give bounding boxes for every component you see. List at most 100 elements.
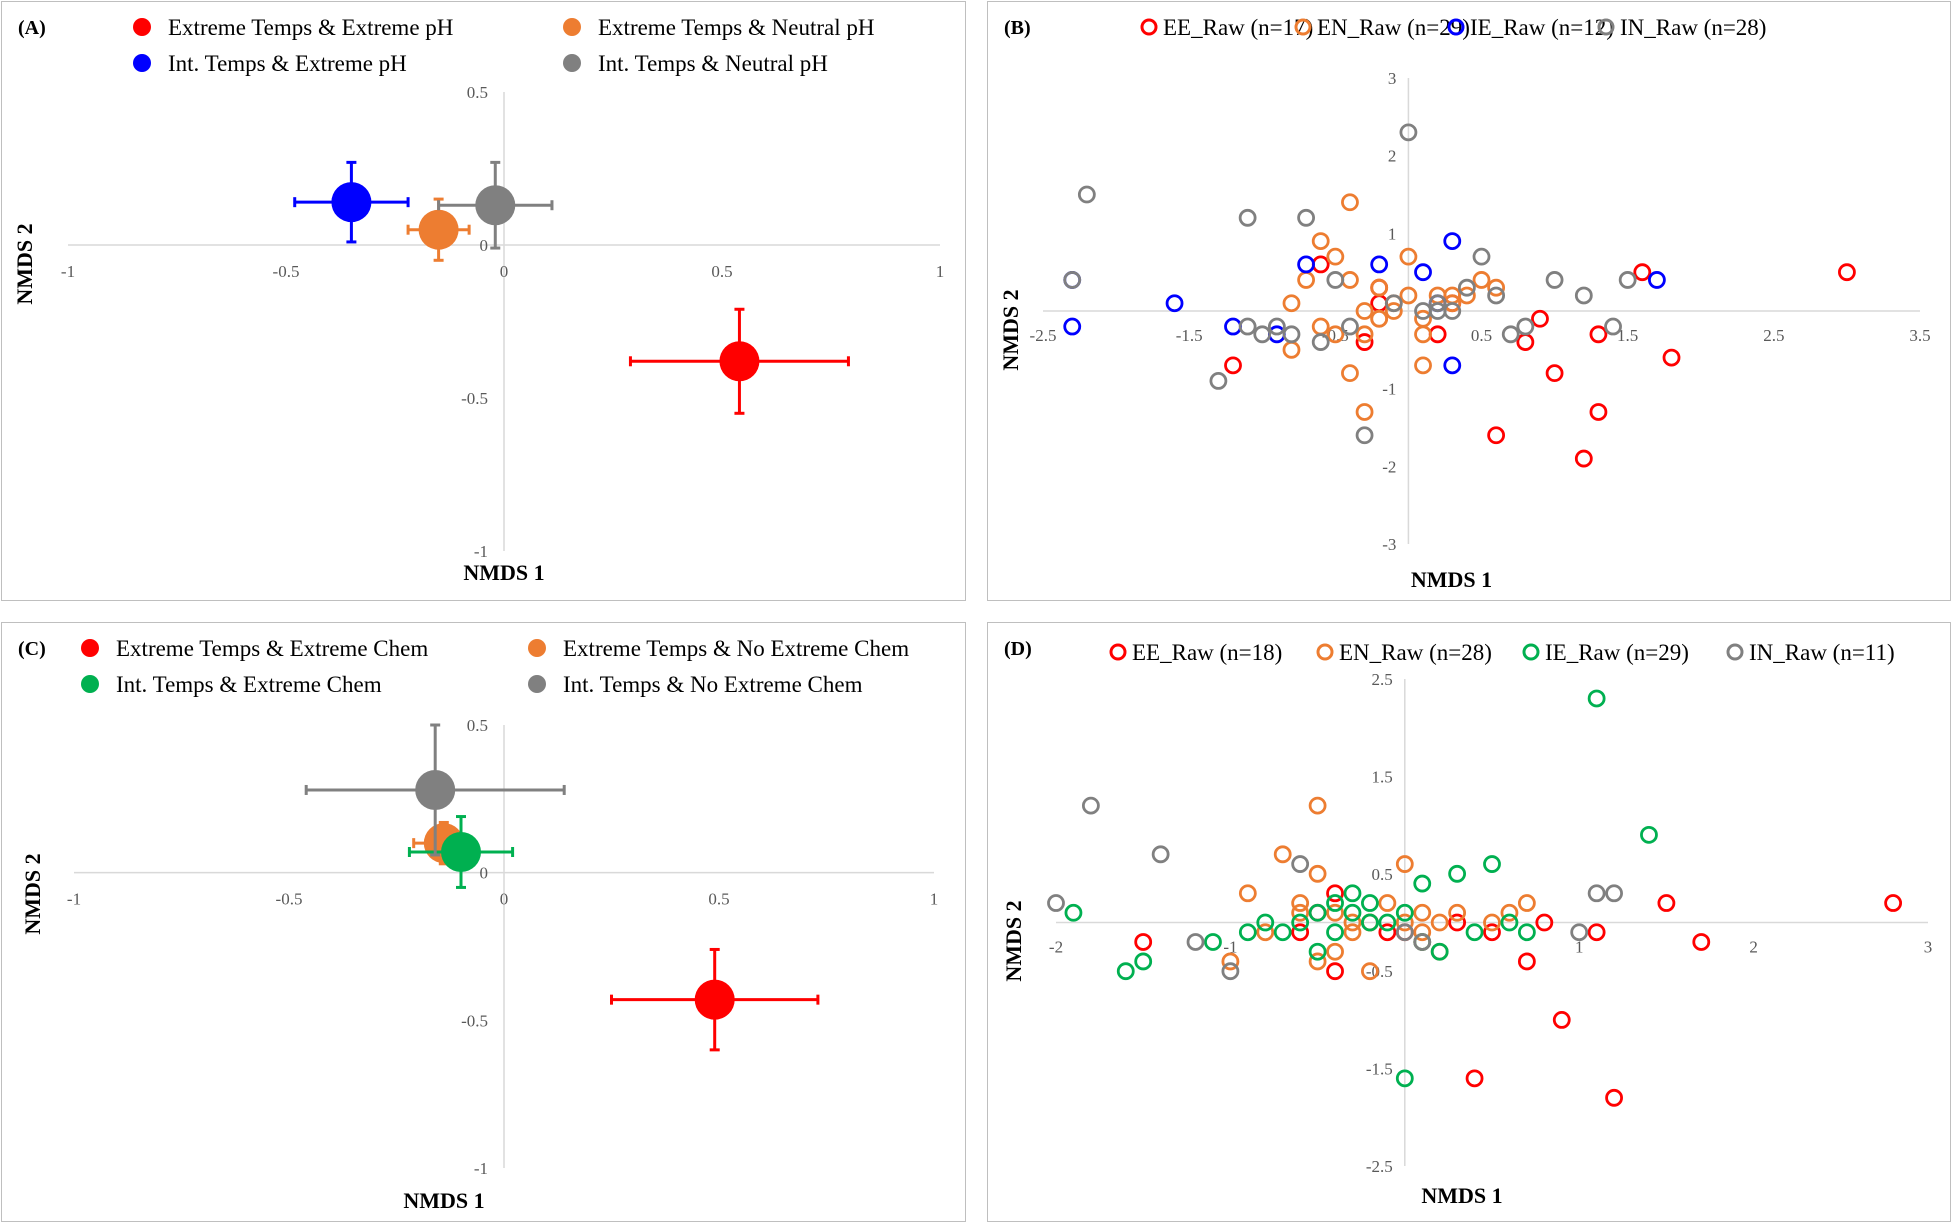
scatter-point xyxy=(1413,933,1432,951)
scatter-point xyxy=(1063,317,1082,336)
scatter-point xyxy=(1605,884,1623,903)
legend-marker xyxy=(81,639,99,657)
scatter-point xyxy=(1414,356,1432,375)
scatter-point xyxy=(1633,263,1652,282)
y-tick-label: 2 xyxy=(1388,147,1397,166)
x-tick-label: -1 xyxy=(1223,938,1237,957)
scatter-point xyxy=(1395,913,1414,932)
legend-item: Int. Temps & Extreme pH xyxy=(133,51,407,76)
scatter-point xyxy=(1326,942,1344,961)
legend-label: IE_Raw (n=12) xyxy=(1470,15,1614,40)
y-tick-label: -2 xyxy=(1382,457,1396,476)
scatter-point xyxy=(1282,294,1301,313)
scatter-point xyxy=(1535,913,1554,932)
legend-item: IE_Raw (n=12) xyxy=(1447,15,1614,40)
legend-label: Extreme Temps & No Extreme Chem xyxy=(563,636,909,661)
scatter-point xyxy=(1343,884,1362,903)
scatter-point xyxy=(1341,317,1359,336)
scatter-point xyxy=(1047,894,1065,912)
legend-marker xyxy=(1316,643,1334,661)
x-tick-label: 0 xyxy=(500,890,509,909)
scatter-point xyxy=(1273,923,1292,942)
centroid-marker xyxy=(331,182,372,223)
x-tick-label: 3.5 xyxy=(1909,326,1930,345)
y-tick-label: 1.5 xyxy=(1372,767,1393,786)
y-tick-label: 0.5 xyxy=(1372,865,1393,884)
scatter-point xyxy=(1472,271,1491,289)
scatter-point xyxy=(1361,962,1379,981)
scatter-point xyxy=(1587,884,1606,903)
legend-marker xyxy=(1294,18,1312,36)
scatter-point xyxy=(1589,403,1608,421)
scatter-point xyxy=(1884,894,1903,912)
legend-item: Int. Temps & Extreme Chem xyxy=(81,672,382,697)
scatter-point xyxy=(1370,278,1389,297)
legend-item: Extreme Temps & Neutral pH xyxy=(563,15,874,40)
y-tick-label: -1 xyxy=(474,542,488,561)
scatter-point xyxy=(1657,894,1676,912)
scatter-point xyxy=(1204,933,1222,951)
scatter-point xyxy=(1483,855,1501,873)
scatter-point xyxy=(1311,232,1330,251)
scatter-point xyxy=(1483,923,1501,942)
scatter-point xyxy=(1063,271,1082,289)
scatter-point xyxy=(1399,247,1418,266)
chart-a: -1 -0.5 0 0.5 1 0.5 0 -0.5 -1 (A) NMDS 1 NMDS 2 Extr… xyxy=(12,15,944,585)
legend-marker xyxy=(563,18,581,36)
legend-label: EN_Raw (n=29) xyxy=(1317,15,1470,40)
scatter-point xyxy=(1662,348,1681,367)
scatter-point xyxy=(1297,271,1316,289)
y-tick-label: -1 xyxy=(474,1159,488,1178)
scatter-point xyxy=(1326,962,1344,981)
scatter-point xyxy=(1326,923,1344,942)
panel-label: (C) xyxy=(18,638,46,660)
scatter-point xyxy=(1355,403,1374,421)
scatter-point xyxy=(1355,426,1374,445)
scatter-point xyxy=(1308,796,1327,815)
x-tick-label: 0 xyxy=(500,262,509,281)
legend-label: Extreme Temps & Extreme pH xyxy=(168,15,453,40)
legend-item: EN_Raw (n=29) xyxy=(1294,15,1470,40)
scatter-point xyxy=(1483,913,1501,932)
scatter-point xyxy=(1487,426,1506,445)
scatter-point xyxy=(1545,271,1564,289)
scatter-point xyxy=(1341,193,1359,212)
legend-label: EE_Raw (n=17) xyxy=(1163,15,1313,40)
scatter-point xyxy=(1587,689,1606,708)
scatter-point xyxy=(1308,952,1327,971)
scatter-point xyxy=(1297,208,1316,227)
scatter-point xyxy=(1648,271,1666,289)
panel-d: -2 -1 1 2 3 2.5 1.5 0.5 -0.5 -1.5 -2.5 (D) NMDS 1 NMD… xyxy=(987,622,1951,1222)
scatter-point xyxy=(1308,942,1327,961)
scatter-point xyxy=(1326,247,1345,266)
centroid-marker xyxy=(415,769,456,810)
scatter-point xyxy=(1428,325,1447,344)
legend-label: IN_Raw (n=28) xyxy=(1620,15,1766,40)
x-tick-label: -0.5 xyxy=(273,262,300,281)
y-tick-label: -2.5 xyxy=(1366,1157,1393,1176)
scatter-point xyxy=(1413,903,1432,922)
scatter-point xyxy=(1361,894,1379,912)
y-tick-label: 0 xyxy=(480,236,489,255)
scatter-point xyxy=(1224,356,1242,375)
legend-item: IE_Raw (n=29) xyxy=(1522,640,1689,665)
scatter-point xyxy=(1465,923,1484,942)
scatter-point xyxy=(1413,874,1432,893)
legend-item: Extreme Temps & No Extreme Chem xyxy=(528,636,909,661)
scatter-point xyxy=(1282,340,1301,359)
centroid-point xyxy=(437,160,554,250)
centroid-point xyxy=(304,723,566,857)
scatter-point xyxy=(1326,903,1344,922)
legend-marker xyxy=(1140,18,1158,36)
scatter-point xyxy=(1516,317,1535,336)
legend-label: IN_Raw (n=11) xyxy=(1749,640,1895,665)
centroid-point xyxy=(407,815,515,889)
scatter-point xyxy=(1384,294,1403,313)
scatter-point xyxy=(1256,923,1275,942)
legend-label: Int. Temps & No Extreme Chem xyxy=(563,672,863,697)
x-tick-label: 1 xyxy=(930,890,939,909)
scatter-point xyxy=(1291,903,1310,922)
y-tick-label: -1.5 xyxy=(1366,1060,1393,1079)
x-tick-label: 0.5 xyxy=(708,890,729,909)
x-tick-label: -1 xyxy=(61,262,75,281)
